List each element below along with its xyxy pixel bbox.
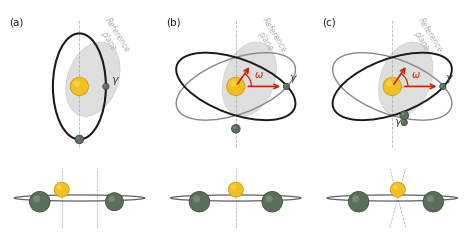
Text: (c): (c) [322, 18, 336, 28]
Circle shape [352, 195, 359, 202]
Circle shape [227, 77, 245, 96]
Text: $\gamma$: $\gamma$ [289, 73, 298, 85]
Circle shape [423, 192, 444, 212]
Circle shape [104, 84, 106, 87]
Text: Reference
plane: Reference plane [407, 17, 445, 60]
Circle shape [441, 84, 443, 87]
Circle shape [70, 77, 89, 96]
Circle shape [77, 137, 80, 140]
Ellipse shape [66, 42, 120, 116]
Text: $\omega$: $\omega$ [254, 70, 264, 80]
Circle shape [33, 195, 40, 202]
Circle shape [283, 83, 290, 90]
Circle shape [193, 195, 200, 202]
Circle shape [231, 185, 236, 190]
Circle shape [265, 195, 273, 202]
Circle shape [73, 80, 80, 87]
Circle shape [401, 113, 404, 115]
Circle shape [109, 196, 115, 202]
Circle shape [54, 182, 69, 197]
Circle shape [391, 182, 405, 197]
Circle shape [230, 80, 236, 87]
Circle shape [105, 193, 123, 211]
Circle shape [402, 120, 404, 123]
Text: Reference
plane: Reference plane [94, 17, 132, 60]
Circle shape [400, 111, 409, 120]
Text: (a): (a) [9, 18, 24, 28]
Circle shape [233, 126, 236, 129]
Text: $\gamma$: $\gamma$ [111, 75, 120, 87]
Circle shape [440, 83, 446, 90]
Circle shape [348, 192, 369, 212]
Ellipse shape [222, 42, 276, 116]
Circle shape [57, 185, 62, 190]
Circle shape [383, 77, 401, 96]
Circle shape [427, 195, 434, 202]
Circle shape [228, 182, 243, 197]
Circle shape [75, 135, 84, 144]
Text: $\gamma$: $\gamma$ [394, 117, 403, 129]
Circle shape [262, 192, 283, 212]
Circle shape [189, 192, 210, 212]
Circle shape [284, 84, 287, 87]
Text: Reference
plane: Reference plane [251, 17, 288, 60]
Circle shape [386, 80, 392, 87]
Circle shape [401, 120, 408, 126]
Ellipse shape [379, 42, 433, 116]
Circle shape [231, 125, 240, 133]
Circle shape [103, 83, 109, 90]
Circle shape [393, 185, 398, 190]
Circle shape [29, 192, 50, 212]
Text: $\gamma$: $\gamma$ [445, 73, 454, 85]
Text: (b): (b) [166, 18, 181, 28]
Text: $\omega$: $\omega$ [410, 70, 420, 80]
